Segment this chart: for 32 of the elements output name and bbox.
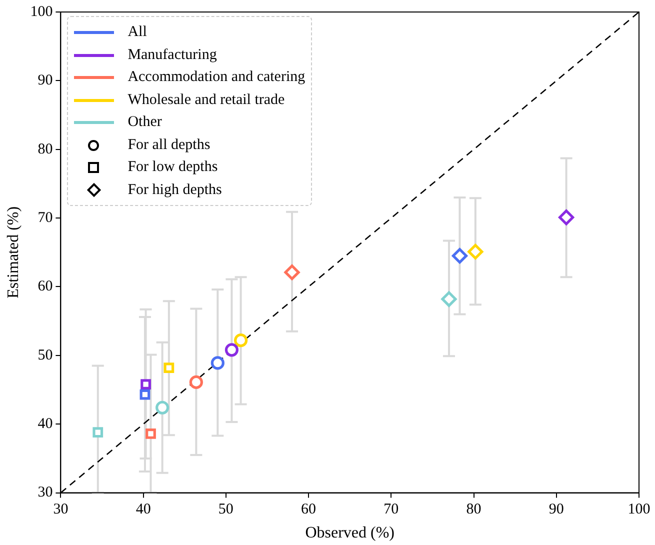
x-tick-label: 100 [628,502,650,518]
x-tick-label: 50 [218,502,234,518]
x-tick-label: 90 [548,502,564,518]
y-tick-label: 80 [38,141,53,158]
y-tick-label: 90 [38,72,53,89]
legend-label: Wholesale and retail trade [128,92,285,108]
y-tick-label: 30 [38,484,53,501]
y-tick-label: 60 [38,278,53,295]
x-tick-label: 60 [301,502,316,518]
legend-label: All [128,24,147,40]
x-tick-label: 70 [384,502,399,518]
legend-label: For high depths [128,182,222,198]
x-axis-title: Observed (%) [305,524,394,542]
legend-label: For low depths [128,159,218,175]
legend-label: For all depths [128,136,210,152]
point [210,356,224,370]
legend-label: Accommodation and catering [128,69,306,85]
legend-label: Other [128,114,162,130]
x-tick-label: 80 [466,502,482,518]
legend-label: Manufacturing [128,46,217,62]
x-tick-label: 40 [136,502,151,518]
point [156,400,170,414]
y-tick-label: 40 [38,416,53,432]
x-tick-label: 30 [53,502,68,518]
y-axis-title: Estimated (%) [4,206,22,298]
point [189,375,203,390]
point [224,343,239,357]
y-tick-label: 100 [30,4,53,20]
point [234,334,248,348]
point [558,210,574,226]
y-tick-label: 70 [38,210,53,226]
y-tick-label: 50 [38,347,53,364]
